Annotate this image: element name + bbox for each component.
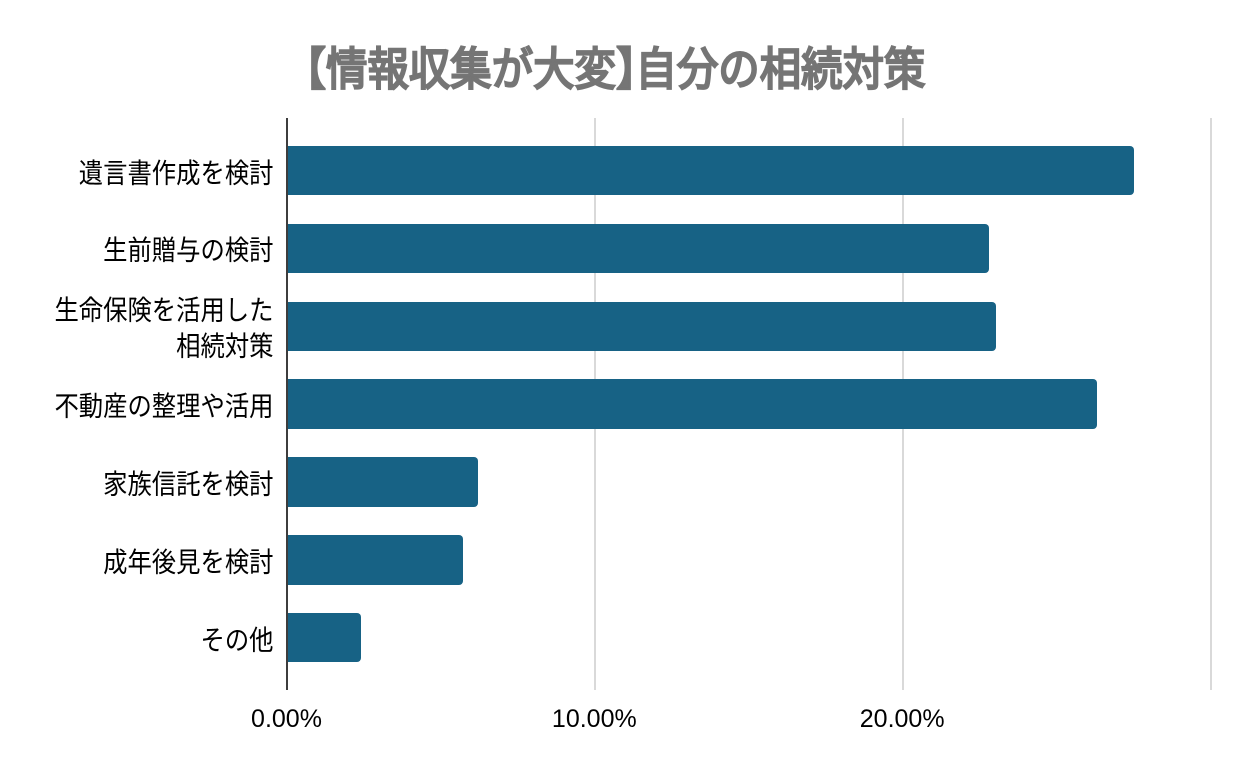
category-label-5: 家族信託を検討 bbox=[103, 468, 274, 500]
bar-4 bbox=[287, 379, 1098, 429]
x-tick-label: 20.00% bbox=[859, 705, 945, 733]
category-label-6: 成年後見を検討 bbox=[103, 546, 274, 578]
x-tick-label: 0.00% bbox=[251, 705, 322, 733]
category-label-1: 遺言書作成を検討 bbox=[78, 156, 274, 188]
plot-area bbox=[285, 117, 1212, 690]
x-gridline bbox=[1210, 117, 1212, 690]
bar-3 bbox=[287, 301, 996, 351]
bar-1 bbox=[287, 145, 1135, 196]
category-label-3: 生命保険を活用した 相続対策 bbox=[54, 294, 274, 362]
y-axis-line bbox=[285, 117, 288, 690]
bar-6 bbox=[287, 535, 463, 585]
x-tick-label: 10.00% bbox=[551, 705, 637, 733]
bar-7 bbox=[287, 613, 362, 663]
bar-5 bbox=[287, 457, 479, 507]
category-label-7: その他 bbox=[200, 623, 274, 655]
category-label-2: 生前贈与の検討 bbox=[103, 234, 274, 266]
chart-title: 【情報収集が大変】自分の相続対策 bbox=[285, 43, 927, 95]
bar-2 bbox=[287, 223, 990, 274]
category-label-4: 不動産の整理や活用 bbox=[54, 390, 274, 422]
